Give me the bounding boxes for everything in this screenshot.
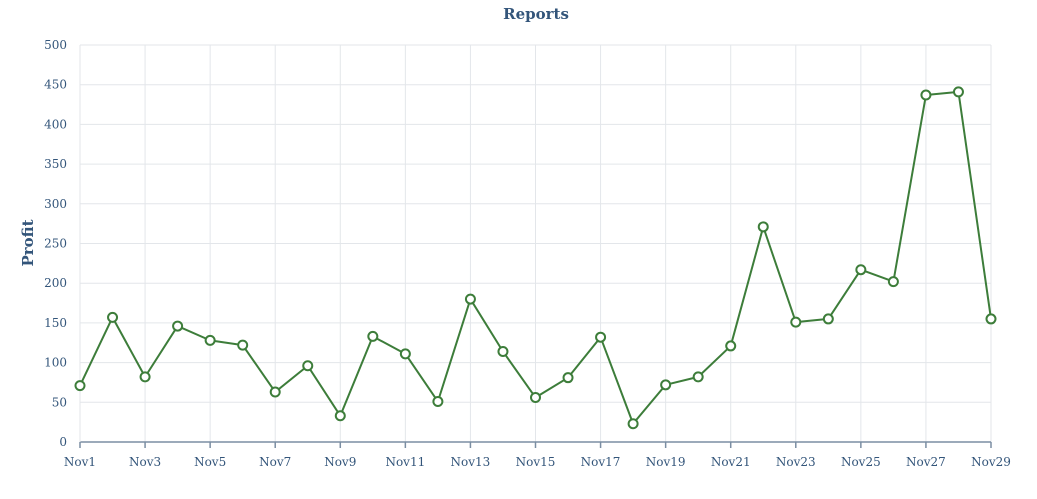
- x-tick-label: Nov25: [841, 455, 881, 469]
- data-point[interactable]: [432, 396, 444, 408]
- data-point[interactable]: [497, 345, 509, 357]
- data-point[interactable]: [237, 339, 249, 351]
- data-point[interactable]: [269, 386, 281, 398]
- data-point[interactable]: [920, 89, 932, 101]
- y-tick-label: 150: [44, 316, 67, 330]
- data-point[interactable]: [74, 380, 86, 392]
- x-tick-label: Nov17: [581, 455, 621, 469]
- y-tick-label: 100: [44, 356, 67, 370]
- y-tick-label: 250: [44, 237, 67, 251]
- x-tick-label: Nov5: [194, 455, 226, 469]
- data-point[interactable]: [204, 334, 216, 346]
- axis-layer: [79, 45, 992, 448]
- data-point[interactable]: [334, 410, 346, 422]
- x-tick-label: Nov23: [776, 455, 816, 469]
- data-point[interactable]: [757, 221, 769, 233]
- data-point[interactable]: [302, 360, 314, 372]
- x-tick-label: Nov19: [646, 455, 686, 469]
- data-point[interactable]: [399, 348, 411, 360]
- y-tick-label: 200: [44, 276, 67, 290]
- y-tick-label: 450: [44, 78, 67, 92]
- x-tick-label: Nov1: [64, 455, 96, 469]
- grid-layer: [79, 44, 992, 442]
- data-point[interactable]: [692, 371, 704, 383]
- chart-title: Reports: [503, 5, 569, 23]
- y-tick-label: 350: [44, 157, 67, 171]
- data-point[interactable]: [822, 313, 834, 325]
- data-point[interactable]: [595, 331, 607, 343]
- x-tick-label: Nov11: [385, 455, 425, 469]
- x-tick-label: Nov29: [971, 455, 1011, 469]
- data-point[interactable]: [139, 371, 151, 383]
- x-tick-label: Nov15: [516, 455, 556, 469]
- x-tick-label: Nov9: [324, 455, 356, 469]
- data-point[interactable]: [464, 293, 476, 305]
- series-layer: [74, 86, 997, 430]
- y-tick-label: 0: [59, 435, 67, 449]
- data-point[interactable]: [855, 264, 867, 276]
- x-tick-label: Nov27: [906, 455, 946, 469]
- y-tick-label: 400: [44, 117, 67, 131]
- data-point[interactable]: [790, 316, 802, 328]
- data-point[interactable]: [530, 392, 541, 404]
- data-point[interactable]: [887, 276, 899, 288]
- data-point[interactable]: [952, 86, 964, 98]
- data-point[interactable]: [562, 372, 574, 384]
- x-tick-label: Nov7: [259, 455, 291, 469]
- data-point[interactable]: [107, 311, 119, 323]
- data-point[interactable]: [985, 313, 997, 325]
- y-axis-title: Profit: [19, 219, 37, 266]
- data-point[interactable]: [367, 330, 379, 342]
- label-layer: 0 50 100 150 200 250 300 350 400 450 500 Nov1 Nov3 No…: [44, 38, 1011, 469]
- data-point[interactable]: [627, 418, 639, 430]
- x-tick-label: Nov21: [711, 455, 751, 469]
- x-tick-label: Nov13: [451, 455, 491, 469]
- y-tick-label: 50: [52, 395, 67, 409]
- y-tick-label: 300: [44, 197, 67, 211]
- data-point[interactable]: [172, 320, 184, 332]
- y-tick-label: 500: [44, 38, 67, 52]
- data-point[interactable]: [725, 340, 737, 352]
- x-tick-label: Nov3: [129, 455, 161, 469]
- data-point[interactable]: [660, 379, 672, 391]
